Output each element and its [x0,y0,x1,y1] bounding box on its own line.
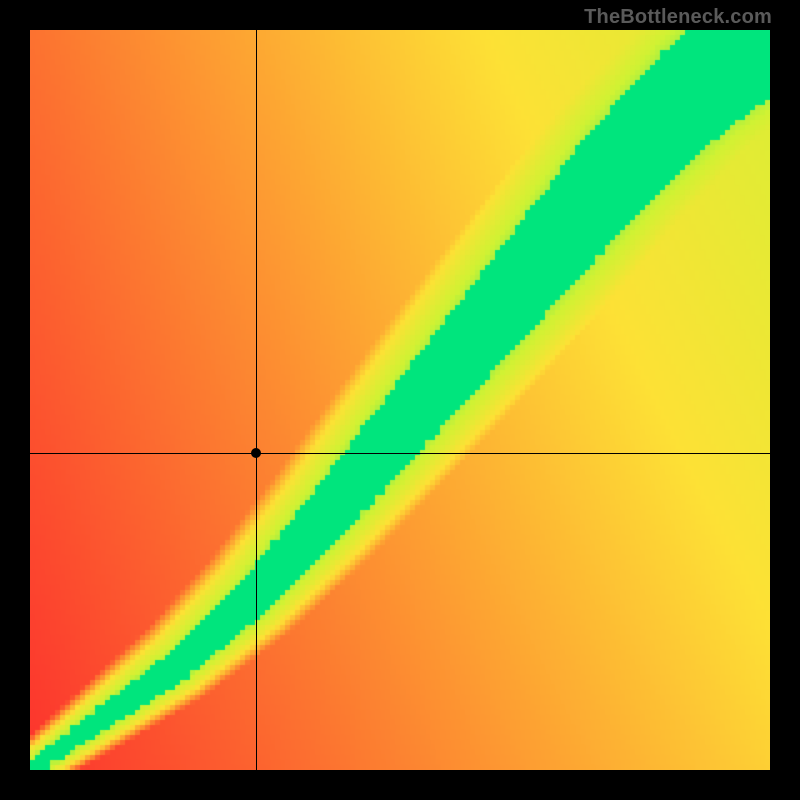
crosshair-horizontal [30,453,770,454]
heatmap-plot [30,30,770,770]
watermark-text: TheBottleneck.com [584,6,772,29]
crosshair-vertical [256,30,257,770]
heatmap-canvas [30,30,770,770]
selection-marker [251,448,261,458]
